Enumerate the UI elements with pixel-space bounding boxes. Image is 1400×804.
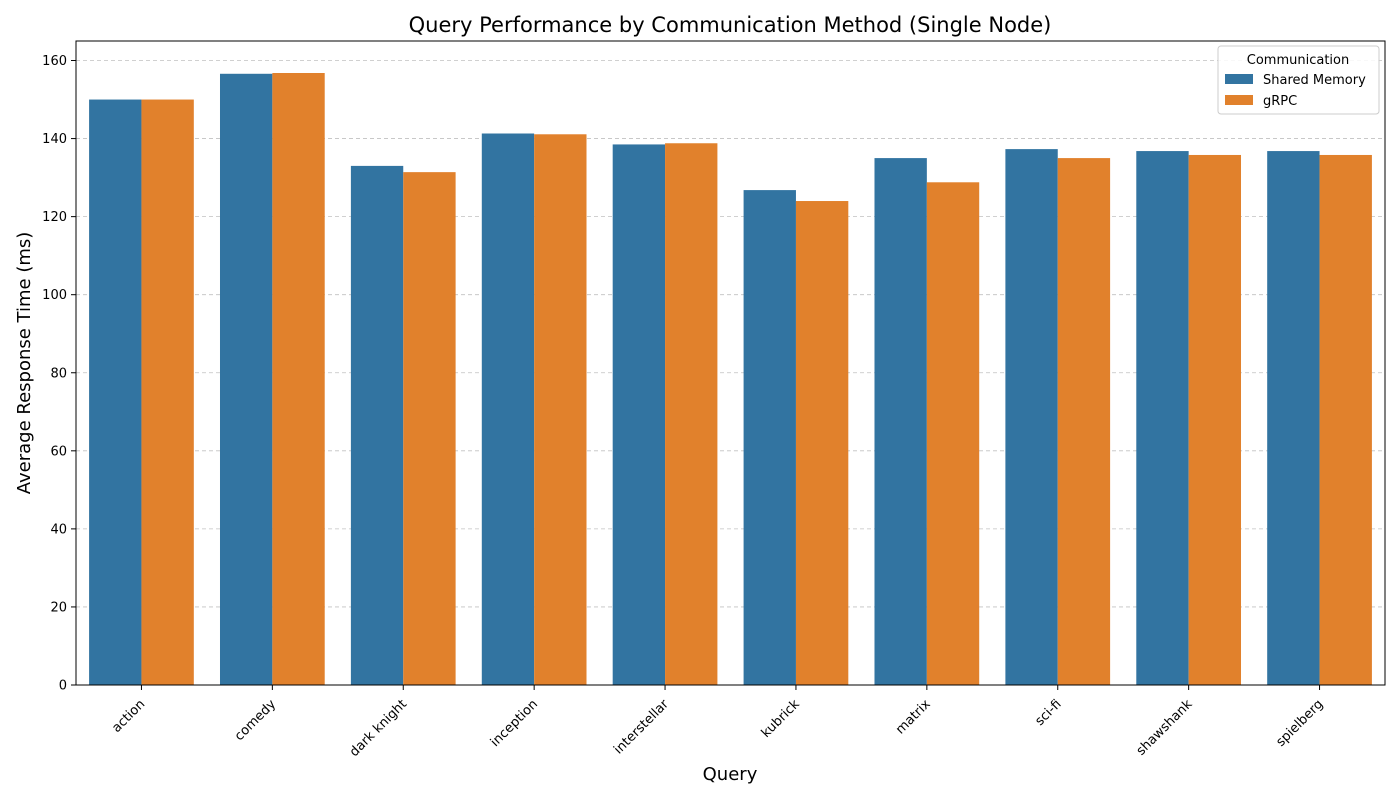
x-tick-label: kubrick	[759, 697, 803, 741]
bar-grpc	[403, 172, 456, 685]
bar-grpc	[1057, 158, 1111, 685]
x-tick-label: action	[109, 697, 148, 736]
y-tick-label: 140	[42, 132, 67, 147]
bar-grpc	[795, 201, 849, 686]
bar-grpc	[665, 143, 718, 685]
bar-grpc	[1188, 154, 1242, 685]
legend-title: Communication	[1247, 53, 1349, 68]
bars	[89, 73, 1372, 686]
bar-shared-memory	[743, 190, 796, 685]
bar-grpc	[534, 134, 587, 686]
x-axis: action comedy dark knight inception interste…	[109, 685, 1326, 760]
x-tick-label: matrix	[893, 697, 934, 738]
bar-grpc	[272, 73, 325, 686]
y-tick-label: 120	[42, 210, 67, 225]
legend-swatch-grpc	[1225, 95, 1253, 105]
legend-box	[1217, 45, 1380, 115]
bar-shared-memory	[89, 99, 142, 685]
y-axis: 0 20 40 60 80 100 120 140 160	[42, 54, 76, 694]
y-tick-label: 100	[42, 288, 67, 303]
legend-label-shared-memory: Shared Memory	[1263, 73, 1366, 88]
legend-label-grpc: gRPC	[1263, 94, 1297, 109]
y-tick-label: 160	[42, 54, 67, 69]
y-axis-label: Average Response Time (ms)	[14, 232, 35, 495]
x-tick-label: inception	[488, 697, 541, 750]
bar-shared-memory	[481, 133, 535, 685]
bar-shared-memory	[350, 165, 404, 685]
bar-shared-memory	[612, 144, 666, 685]
y-tick-label: 40	[50, 522, 67, 537]
x-tick-label: dark knight	[347, 697, 410, 760]
x-tick-label: shawshank	[1134, 697, 1196, 759]
bar-shared-memory	[1136, 151, 1189, 686]
x-tick-label: interstellar	[611, 696, 672, 757]
bar-shared-memory	[1267, 151, 1320, 686]
bar-grpc	[926, 182, 980, 685]
bar-grpc	[1319, 154, 1372, 685]
x-tick-label: sci-fi	[1032, 697, 1064, 729]
bar-grpc	[141, 99, 194, 685]
x-axis-label: Query	[703, 764, 758, 785]
legend: Communication Shared Memory gRPC	[1217, 45, 1380, 115]
x-tick-label: comedy	[232, 697, 279, 744]
bar-shared-memory	[1005, 149, 1058, 685]
legend-swatch-shared-memory	[1225, 74, 1253, 84]
x-tick-label: spielberg	[1273, 697, 1326, 750]
y-tick-label: 60	[50, 444, 67, 459]
plot-frame	[75, 40, 1386, 686]
y-tick-label: 20	[50, 600, 67, 615]
y-tick-label: 0	[59, 679, 67, 694]
bar-shared-memory	[219, 73, 273, 685]
chart-title: Query Performance by Communication Metho…	[409, 13, 1052, 37]
bar-shared-memory	[874, 158, 927, 685]
y-tick-label: 80	[50, 366, 67, 381]
